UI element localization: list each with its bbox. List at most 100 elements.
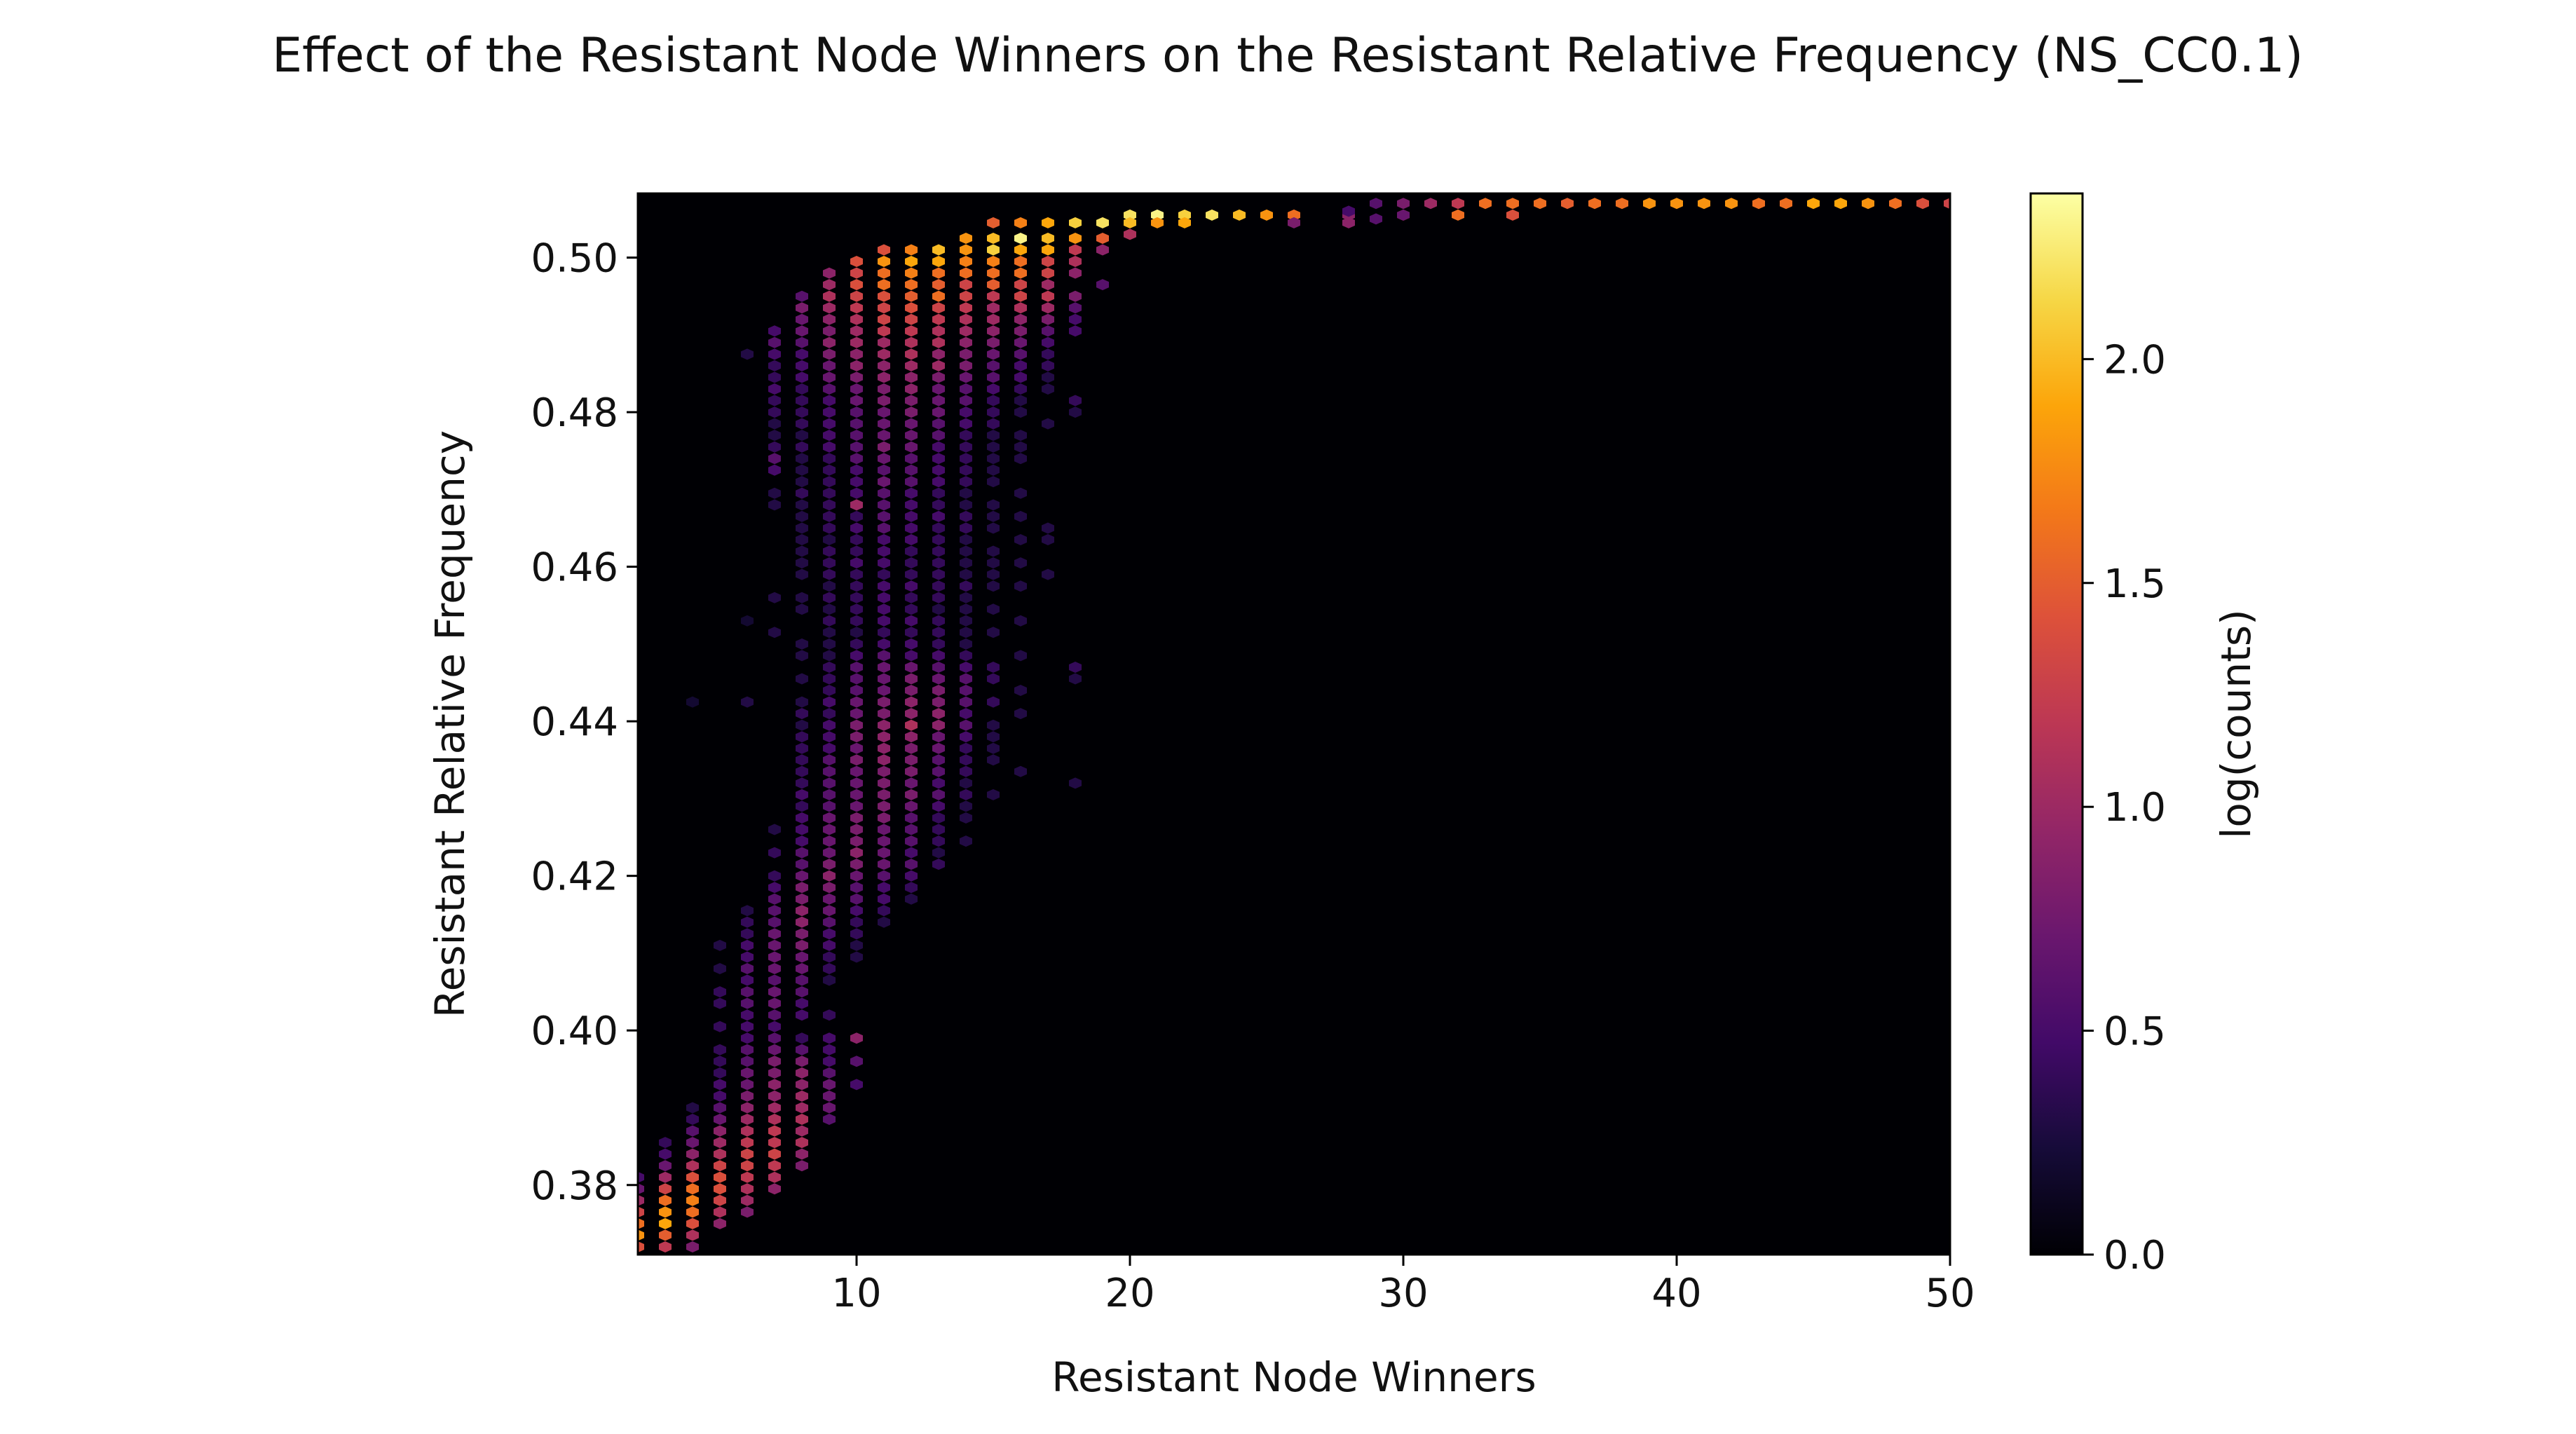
hexbin-cell <box>932 464 945 476</box>
hexbin-cell <box>823 290 836 302</box>
hexbin-cell <box>1916 198 1929 210</box>
hexbin-cell <box>878 395 890 407</box>
hexbin-cell <box>987 336 1000 348</box>
hexbin-cell <box>850 685 863 696</box>
hexbin-cell <box>960 673 972 685</box>
hexbin-cell <box>768 963 781 974</box>
hexbin-cell <box>768 939 781 951</box>
hexbin-cell <box>714 1171 726 1183</box>
hexbin-cell <box>905 754 918 766</box>
hexbin-cell <box>1014 217 1027 228</box>
hexbin-cell <box>905 534 918 545</box>
hexbin-cell <box>741 1148 754 1160</box>
hexbin-cell <box>768 870 781 882</box>
hexbin-cell <box>850 673 863 685</box>
hexbin-cell <box>796 788 808 800</box>
hexbin-cell <box>1506 209 1519 221</box>
hexbin-cell <box>796 348 808 360</box>
colorbar-tick-label: 1.0 <box>2104 785 2166 831</box>
hexbin-cell <box>714 1090 726 1102</box>
hexbin-cell <box>878 580 890 592</box>
hexbin-cell <box>768 1009 781 1021</box>
hexbin-cell <box>1014 708 1027 720</box>
hexbin-cell <box>768 1079 781 1091</box>
hexbin-cell <box>905 592 918 603</box>
hexbin-cell <box>1014 325 1027 337</box>
hexbin-cell <box>878 835 890 847</box>
hexbin-cell <box>932 360 945 371</box>
hexbin-cell <box>1124 217 1136 228</box>
hexbin-cell <box>932 487 945 499</box>
hexbin-cell <box>987 568 1000 580</box>
hexbin-cell <box>960 418 972 430</box>
hexbin-cell <box>932 568 945 580</box>
hexbin-cell <box>1862 198 1874 210</box>
hexbin-cell <box>768 441 781 453</box>
hexbin-cell <box>741 1125 754 1137</box>
hexbin-cell <box>741 939 754 951</box>
hexbin-cell <box>796 1044 808 1056</box>
hexbin-cell <box>823 534 836 545</box>
hexbin-cell <box>823 371 836 383</box>
hexbin-cell <box>905 788 918 800</box>
y-tick-label: 0.44 <box>531 699 618 745</box>
hexbin-cell <box>878 708 890 720</box>
hexbin-cell <box>1014 407 1027 418</box>
hexbin-cell <box>768 371 781 383</box>
hexbin-cell <box>823 325 836 337</box>
hexbin-cell <box>932 256 945 267</box>
hexbin-cell <box>960 279 972 291</box>
hexbin-cell <box>932 592 945 603</box>
hexbin-cell <box>850 870 863 882</box>
hexbin-cell <box>796 522 808 534</box>
hexbin-cell <box>796 974 808 986</box>
hexbin-cell <box>850 928 863 940</box>
hexbin-cell <box>987 267 1000 279</box>
hexbin-cell <box>960 603 972 615</box>
hexbin-cell <box>823 1102 836 1114</box>
hexbin-cell <box>960 233 972 244</box>
hexbin-cell <box>1042 256 1054 267</box>
hexbin-cell <box>741 1044 754 1056</box>
hexbin-cell <box>987 441 1000 453</box>
hexbin-cell <box>905 360 918 371</box>
hexbin-cell <box>905 627 918 639</box>
hexbin-cell <box>878 882 890 894</box>
hexbin-cell <box>768 592 781 603</box>
hexbin-cell <box>1288 217 1300 228</box>
hexbin-cell <box>823 870 836 882</box>
hexbin-cell <box>1178 209 1191 221</box>
hexbin-cell <box>878 510 890 522</box>
hexbin-cell <box>878 731 890 743</box>
hexbin-cell <box>850 267 863 279</box>
hexbin-cell <box>932 267 945 279</box>
hexbin-cell <box>823 928 836 940</box>
hexbin-cell <box>741 1160 754 1172</box>
y-axis-ticks: 0.38 0.40 0.42 0.44 0.46 0.48 0.50 <box>531 236 638 1209</box>
hexbin-cell <box>714 1020 726 1032</box>
hexbin-cell <box>850 325 863 337</box>
hexbin-cell <box>905 742 918 754</box>
y-tick-label: 0.46 <box>531 545 618 591</box>
hexbin-cell <box>960 719 972 731</box>
hexbin-cell <box>878 627 890 639</box>
hexbin-cell <box>850 545 863 557</box>
hexbin-cell <box>987 754 1000 766</box>
y-tick-label: 0.50 <box>531 236 618 282</box>
hexbin-cell <box>878 290 890 302</box>
hexbin-cell <box>850 441 863 453</box>
hexbin-cell <box>796 1079 808 1091</box>
hexbin-cell <box>1042 348 1054 360</box>
hexbin-cell <box>960 348 972 360</box>
hexbin-cell <box>796 696 808 708</box>
hexbin-cell <box>796 395 808 407</box>
hexbin-cell <box>686 1102 699 1114</box>
hexbin-cell <box>796 1009 808 1021</box>
hexbin-cell <box>638 1229 644 1241</box>
hexbin-cell <box>878 383 890 395</box>
hexbin-cell <box>768 627 781 639</box>
hexbin-cell <box>905 348 918 360</box>
hexbin-cell <box>796 870 808 882</box>
hexbin-cell <box>878 336 890 348</box>
hexbin-cell <box>796 731 808 743</box>
